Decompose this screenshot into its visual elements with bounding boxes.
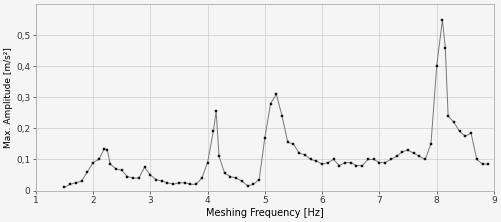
X-axis label: Meshing Frequency [Hz]: Meshing Frequency [Hz] [206, 208, 324, 218]
Y-axis label: Max. Amplitude [m/s²]: Max. Amplitude [m/s²] [4, 47, 13, 148]
